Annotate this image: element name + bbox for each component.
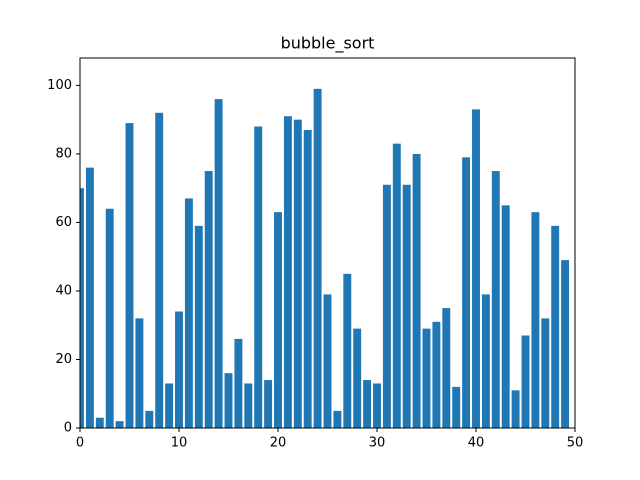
bar xyxy=(95,417,104,428)
bar xyxy=(115,421,124,428)
bar xyxy=(145,410,154,428)
x-tick-label: 50 xyxy=(567,436,584,451)
bar xyxy=(204,171,213,428)
bar xyxy=(194,225,203,428)
bar xyxy=(481,294,490,428)
bar xyxy=(224,373,233,428)
bar xyxy=(313,88,322,428)
x-tick-label: 10 xyxy=(171,436,188,451)
bar xyxy=(353,328,362,428)
bar xyxy=(303,129,312,428)
y-tick-label: 60 xyxy=(55,215,72,230)
chart-title: bubble_sort xyxy=(281,34,375,54)
x-tick-label: 30 xyxy=(369,436,386,451)
bar xyxy=(462,157,471,428)
bar xyxy=(402,184,411,428)
bar xyxy=(531,212,540,428)
bar xyxy=(452,386,461,428)
y-tick-label: 20 xyxy=(55,352,72,367)
bar xyxy=(135,318,144,428)
bar xyxy=(422,328,431,428)
bar xyxy=(392,143,401,428)
bar xyxy=(521,335,530,428)
bar xyxy=(501,205,510,428)
bar xyxy=(80,188,84,428)
x-tick-label: 40 xyxy=(468,436,485,451)
x-tick-label: 20 xyxy=(270,436,287,451)
bar xyxy=(264,380,273,428)
bar xyxy=(343,273,352,428)
bar xyxy=(382,184,391,428)
bar xyxy=(432,321,441,428)
bar xyxy=(323,294,332,428)
bar xyxy=(551,225,560,428)
bar xyxy=(105,208,114,428)
y-tick-label: 80 xyxy=(55,146,72,161)
bar xyxy=(541,318,550,428)
bar xyxy=(155,112,164,428)
y-tick-label: 100 xyxy=(47,78,72,93)
bar xyxy=(234,338,243,428)
bar xyxy=(175,311,183,428)
bar xyxy=(511,390,520,428)
bar xyxy=(214,99,223,428)
bar xyxy=(293,119,302,428)
y-tick-label: 0 xyxy=(64,421,72,436)
bar xyxy=(85,167,94,428)
y-tick-label: 40 xyxy=(55,283,72,298)
bar xyxy=(442,308,451,428)
x-tick-label: 0 xyxy=(76,436,84,451)
bar xyxy=(165,383,174,428)
bars xyxy=(80,88,570,428)
bar xyxy=(412,153,421,428)
bar xyxy=(491,171,500,428)
bar xyxy=(125,123,134,428)
bar xyxy=(373,383,381,428)
bar xyxy=(283,116,292,428)
bar xyxy=(244,383,253,428)
bar xyxy=(274,212,282,428)
bar xyxy=(333,410,342,428)
bar xyxy=(472,109,480,428)
bar xyxy=(184,198,193,428)
bar xyxy=(254,126,263,428)
axes-frame xyxy=(79,57,576,429)
bar xyxy=(561,260,570,428)
bar xyxy=(363,380,372,428)
